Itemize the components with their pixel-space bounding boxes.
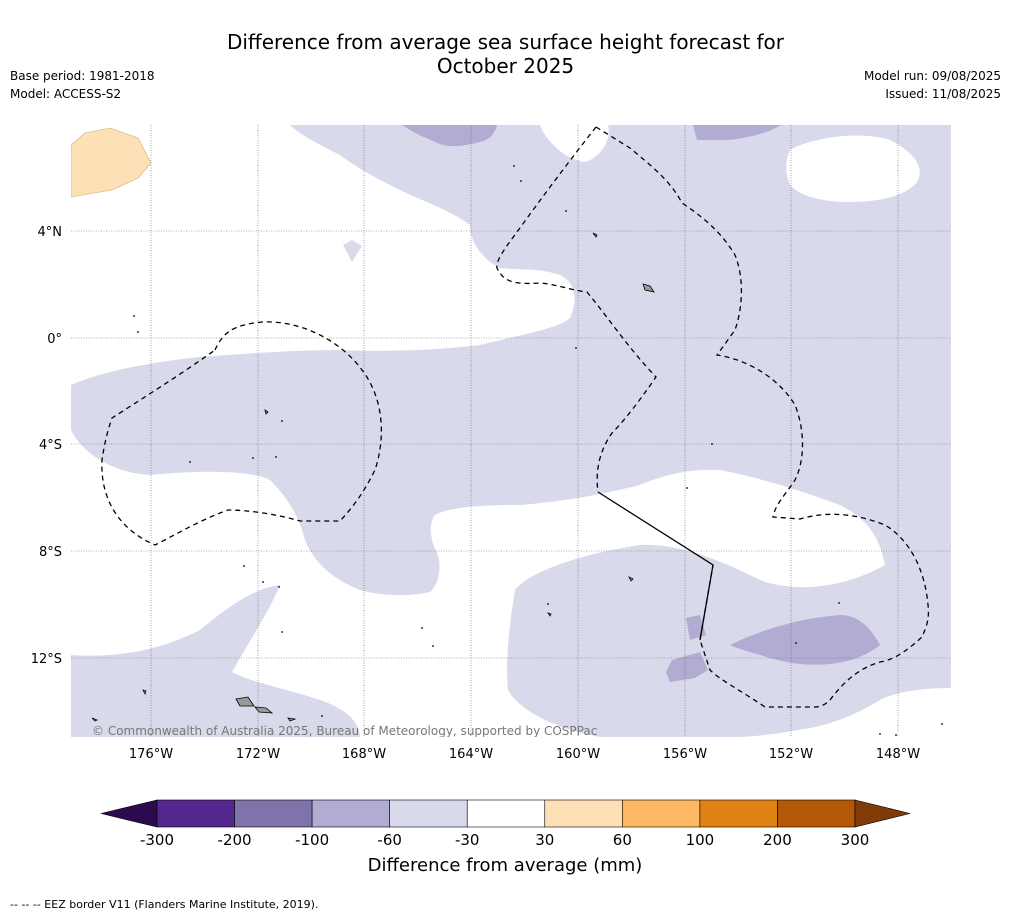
eez-border-center xyxy=(595,126,930,708)
lon-label: 148°W xyxy=(876,747,920,762)
colorbar-tick-label: -30 xyxy=(455,831,480,849)
eez-border-north xyxy=(496,126,657,493)
island-tutuila xyxy=(254,706,274,714)
anomaly-region-se1 xyxy=(730,615,880,665)
colorbar-tick-label: -200 xyxy=(218,831,252,849)
anomaly-region-se3 xyxy=(666,652,708,682)
lat-label: 8°S xyxy=(39,545,62,560)
island-upolu xyxy=(235,696,255,707)
model-run: Model run: 09/08/2025 xyxy=(863,69,1001,83)
lat-label: 12°S xyxy=(31,652,62,667)
anomaly-region-south xyxy=(71,585,360,737)
lon-label: 160°W xyxy=(556,747,600,762)
eez-borders xyxy=(101,126,930,708)
latitude-labels: 4°N 0° 4°S 8°S 12°S xyxy=(31,225,62,667)
map-title: Difference from average sea surface heig… xyxy=(0,30,1011,78)
longitude-labels: 176°W 172°W 168°W 164°W 160°W 156°W 152°… xyxy=(129,747,920,762)
lat-label: 4°N xyxy=(38,225,63,240)
colorbar-tick-label: 100 xyxy=(686,831,715,849)
lon-label: 172°W xyxy=(236,747,280,762)
colorbar-swatch xyxy=(622,799,701,828)
colorbar-tick-label: 60 xyxy=(613,831,632,849)
anomaly-region-main xyxy=(71,125,951,737)
colorbar-tick-label: 30 xyxy=(535,831,554,849)
map-area: © Commonwealth of Australia 2025, Bureau… xyxy=(71,125,951,738)
colorbar-swatch xyxy=(389,799,468,828)
anomaly-region-small xyxy=(343,240,362,262)
colorbar: -300 -200 -100 -60 -30 30 60 100 200 300 xyxy=(100,799,911,849)
eez-border-west xyxy=(101,321,382,546)
anomaly-region-north2 xyxy=(693,125,781,140)
colorbar-extend-high xyxy=(854,799,911,828)
colorbar-tick-label: -300 xyxy=(140,831,174,849)
colorbar-swatch xyxy=(234,799,313,828)
colorbar-extend-low xyxy=(100,799,158,828)
map-title-line1: Difference from average sea surface heig… xyxy=(226,30,785,54)
base-period: Base period: 1981-2018 xyxy=(10,69,155,83)
colorbar-swatch xyxy=(466,799,546,828)
eez-borders-solid xyxy=(597,491,714,641)
colorbar-swatch xyxy=(777,799,856,828)
colorbar-label: Difference from average (mm) xyxy=(368,855,643,876)
colorbar-tick-label: 200 xyxy=(763,831,792,849)
meta-right: Model run: 09/08/2025 Issued: 11/08/2025 xyxy=(864,67,1001,103)
lat-label: 0° xyxy=(47,332,62,347)
colorbar-swatch xyxy=(699,799,778,828)
colorbar-tick-label: -60 xyxy=(377,831,402,849)
neutral-region-ne xyxy=(786,135,920,202)
copyright-text: © Commonwealth of Australia 2025, Bureau… xyxy=(92,724,597,738)
colorbar-swatch xyxy=(544,799,623,828)
lat-label: 4°S xyxy=(39,438,62,453)
islands xyxy=(91,232,655,722)
small-islands xyxy=(133,165,943,736)
lon-label: 164°W xyxy=(449,747,493,762)
map-title-line2: October 2025 xyxy=(436,54,575,78)
issued-date: Issued: 11/08/2025 xyxy=(885,87,1001,101)
colorbar-swatch xyxy=(156,799,235,828)
colorbar-swatch xyxy=(311,799,390,828)
anomaly-region-north1 xyxy=(402,125,497,147)
eez-border-solid-segment xyxy=(597,491,714,641)
lon-label: 152°W xyxy=(769,747,813,762)
graticule xyxy=(71,125,951,737)
lon-label: 168°W xyxy=(342,747,386,762)
colorbar-tick-label: -100 xyxy=(295,831,329,849)
eez-footnote: -- -- -- EEZ border V11 (Flanders Marine… xyxy=(10,898,319,911)
lon-label: 156°W xyxy=(663,747,707,762)
model-name: Model: ACCESS-S2 xyxy=(10,87,122,101)
meta-left: Base period: 1981-2018 Model: ACCESS-S2 xyxy=(10,67,155,103)
lon-label: 176°W xyxy=(129,747,173,762)
colorbar-tick-label: 300 xyxy=(841,831,870,849)
